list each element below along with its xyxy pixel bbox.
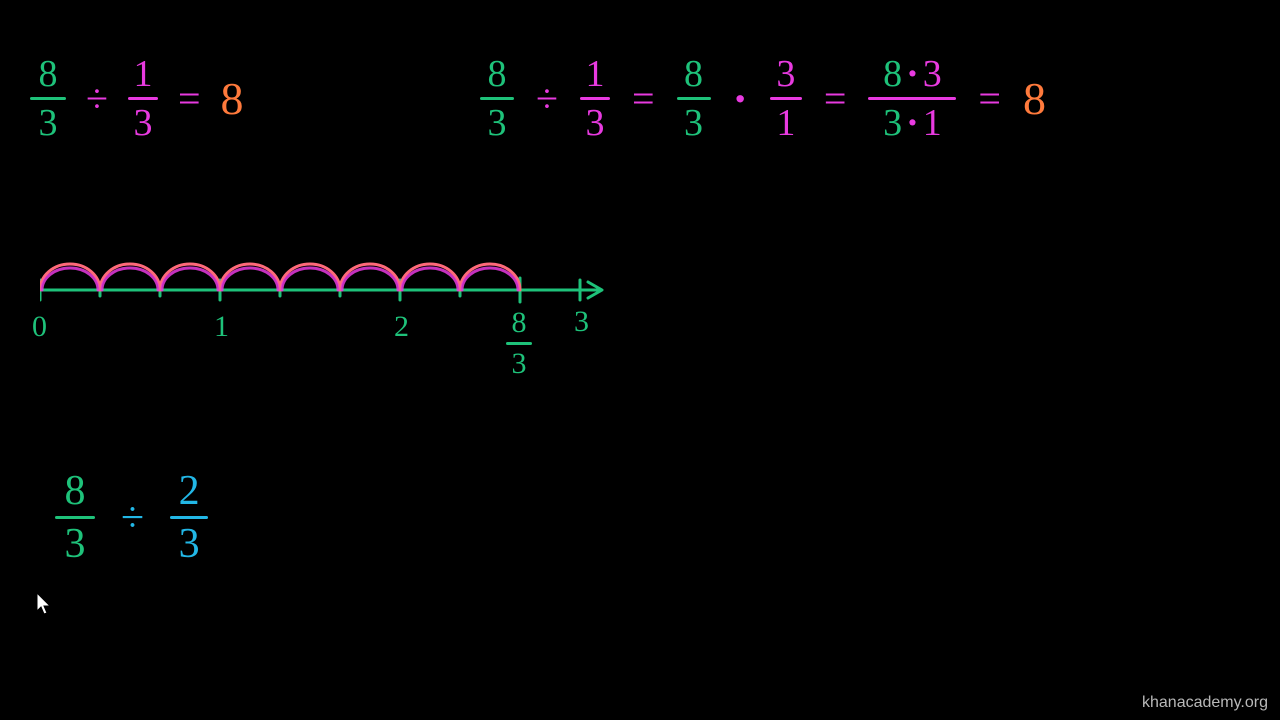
equation-3: 8 3 ÷ 2 3 <box>55 470 208 565</box>
eq2-fraction-1: 8 3 <box>480 55 514 142</box>
eq2-fraction-3: 8 3 <box>677 55 711 142</box>
eq1-f2-den: 3 <box>133 104 152 142</box>
eq2-equals-3: = <box>978 75 1001 122</box>
number-line: 0 1 2 3 8 3 <box>40 250 620 325</box>
eq2-equals-2: = <box>824 75 847 122</box>
eq2-fraction-2: 1 3 <box>580 55 610 142</box>
watermark: khanacademy.org <box>1142 694 1268 712</box>
eq1-fraction-2: 1 3 <box>128 55 158 142</box>
eq1-result: 8 <box>221 72 244 125</box>
number-line-svg <box>40 250 620 320</box>
eq2-fraction-4: 3 1 <box>770 55 802 142</box>
nl-label-3: 3 <box>574 305 589 339</box>
eq1-f2-num: 1 <box>133 55 152 93</box>
eq1-f1-den: 3 <box>39 104 58 142</box>
eq3-fraction-1: 8 3 <box>55 470 95 565</box>
eq2-equals-1: = <box>632 75 655 122</box>
cursor-icon <box>34 592 52 616</box>
nl-label-2: 2 <box>394 310 409 344</box>
eq1-fraction-1: 8 3 <box>30 55 66 142</box>
equation-2: 8 3 ÷ 1 3 = 8 3 · 3 1 = 8 · 3 <box>480 55 1046 142</box>
eq2-dot-1: · <box>733 72 748 125</box>
nl-label-0: 0 <box>32 310 47 344</box>
eq2-result: 8 <box>1023 72 1046 125</box>
eq3-divide: ÷ <box>121 494 144 542</box>
nl-label-8-3: 8 3 <box>506 308 532 379</box>
eq1-equals: = <box>178 75 201 122</box>
eq1-f1-num: 8 <box>39 55 58 93</box>
eq2-fraction-5: 8 · 3 3 · 1 <box>868 55 956 142</box>
nl-label-1: 1 <box>214 310 229 344</box>
eq3-fraction-2: 2 3 <box>170 470 208 565</box>
stage: 8 3 ÷ 1 3 = 8 8 3 ÷ 1 3 = 8 3 · <box>0 0 1280 720</box>
equation-1: 8 3 ÷ 1 3 = 8 <box>30 55 244 142</box>
eq2-divide: ÷ <box>536 75 558 122</box>
eq1-divide: ÷ <box>86 75 108 122</box>
